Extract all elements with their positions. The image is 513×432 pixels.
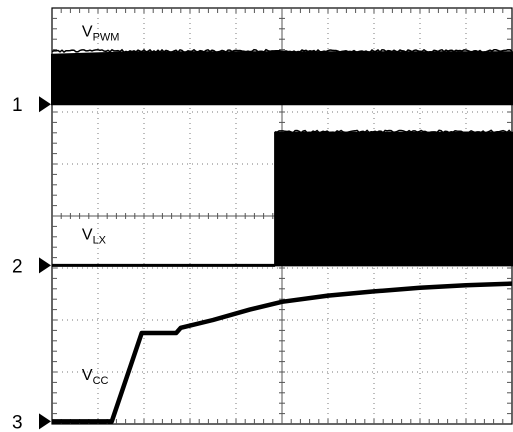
label-vcc: VCC bbox=[82, 367, 109, 387]
trace-vlx-band bbox=[274, 131, 513, 267]
label-subscript: CC bbox=[93, 375, 109, 387]
label-subscript: PWM bbox=[93, 32, 120, 44]
channel-2-marker bbox=[39, 257, 51, 274]
trace-vcc bbox=[52, 281, 513, 424]
channel-markers: 1 2 3 bbox=[12, 95, 51, 432]
channel-3-label: 3 bbox=[12, 412, 23, 432]
channel-2-label: 2 bbox=[12, 256, 23, 277]
traces bbox=[51, 48, 513, 424]
trace-vpwm-band bbox=[51, 51, 513, 106]
channel-3-marker bbox=[39, 413, 51, 430]
label-subscript: LX bbox=[93, 234, 107, 246]
trace-vlx-edge bbox=[274, 129, 512, 134]
channel-1-label: 1 bbox=[12, 95, 23, 116]
channel-1-marker bbox=[39, 96, 51, 113]
trace-vpwm-edge bbox=[51, 48, 513, 54]
